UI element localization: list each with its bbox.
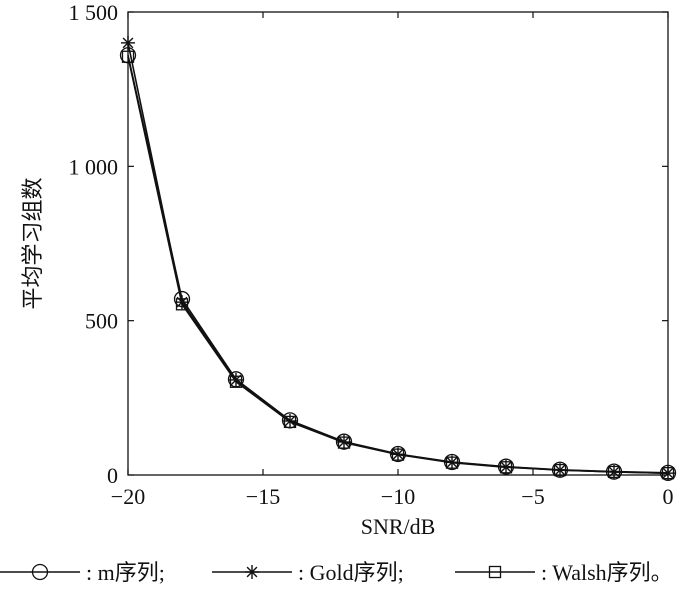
square-marker-shape (445, 456, 459, 469)
circle-marker-shape (31, 563, 49, 581)
legend-label: : Gold序列; (298, 560, 404, 585)
y-tick-label: 1 000 (69, 154, 119, 179)
legend-item-asterisk: : Gold序列; (212, 560, 404, 585)
x-tick-label: −5 (521, 484, 544, 509)
data-point-circle (335, 433, 353, 450)
y-tick-label: 1 500 (69, 0, 119, 25)
square-marker-shape (337, 436, 351, 449)
asterisk-stroke (246, 566, 258, 578)
legend-label: : Walsh序列。 (541, 560, 673, 585)
x-axis-title: SNR/dB (361, 514, 436, 539)
legend-marker (31, 563, 49, 581)
data-point-asterisk (121, 35, 135, 50)
data-point-square (337, 436, 351, 449)
x-tick-label: −10 (381, 484, 415, 509)
square-marker-shape (553, 463, 567, 477)
y-axis-title: 平均学习组数 (20, 177, 45, 309)
series-square (121, 50, 675, 480)
series-line-circle (127, 55, 669, 474)
square-marker-shape (607, 465, 621, 479)
legend-item-square: : Walsh序列。 (455, 560, 673, 585)
circle-marker-shape (335, 433, 353, 450)
x-tick-label: −20 (111, 484, 145, 509)
x-tick-label: 0 (663, 484, 674, 509)
data-point-square (661, 466, 675, 480)
square-marker-shape (121, 50, 135, 63)
data-point-square (553, 463, 567, 477)
series-line-square (127, 56, 669, 474)
x-tick-label: −15 (246, 484, 280, 509)
data-point-square (499, 461, 513, 474)
series-line-asterisk (127, 42, 669, 474)
data-point-circle (389, 445, 407, 463)
y-tick-label: 500 (85, 309, 118, 334)
square-marker-shape (488, 565, 502, 579)
y-tick-label: 0 (107, 463, 118, 488)
asterisk-stroke (122, 37, 134, 49)
legend-item-circle: : m序列; (0, 560, 165, 585)
square-marker-shape (283, 415, 297, 429)
square-marker-shape (229, 375, 243, 388)
data-point-square (175, 298, 189, 311)
data-point-square (445, 456, 459, 469)
square-marker-shape (391, 448, 405, 461)
data-point-square (121, 50, 135, 63)
data-point-square (391, 448, 405, 461)
series-asterisk (121, 35, 675, 481)
data-point-square (229, 375, 243, 388)
data-point-square (607, 465, 621, 479)
square-marker-shape (661, 466, 675, 480)
legend-marker (245, 565, 259, 579)
square-marker-shape (175, 298, 189, 311)
data-point-square (283, 415, 297, 429)
circle-marker-shape (389, 445, 407, 463)
square-marker-shape (499, 461, 513, 474)
series-circle (119, 47, 677, 481)
plot-area-frame (127, 11, 669, 476)
legend-marker (488, 565, 502, 579)
legend-label: : m序列; (86, 560, 165, 585)
